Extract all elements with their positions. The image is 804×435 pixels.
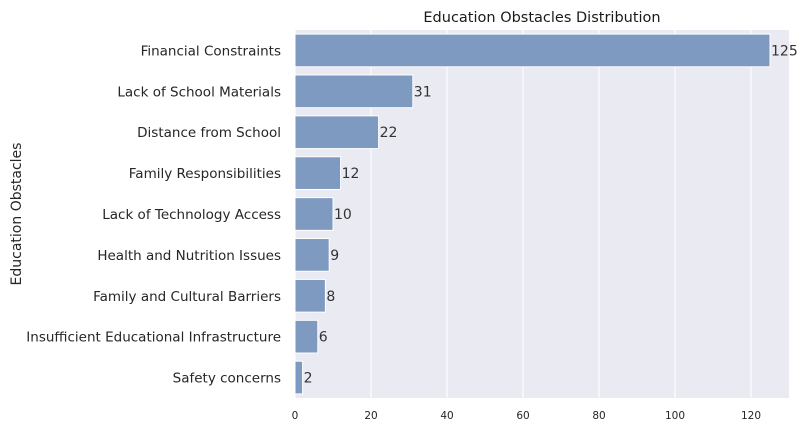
bar xyxy=(294,278,326,313)
bar xyxy=(294,360,304,395)
category-labels: Financial Constraints Lack of School Mate… xyxy=(26,43,281,386)
y-axis-label: Education Obstacles xyxy=(9,143,25,286)
bar xyxy=(294,156,342,190)
data-label: 22 xyxy=(380,125,398,141)
category-label: Distance from School xyxy=(137,125,281,141)
data-labels: 125 31 22 12 10 9 8 6 2 xyxy=(304,43,798,386)
bar xyxy=(294,115,380,150)
category-label: Family Responsibilities xyxy=(129,166,281,182)
x-tick-label: 120 xyxy=(741,410,761,422)
category-label: Lack of Technology Access xyxy=(102,207,281,223)
x-tick-label: 20 xyxy=(364,410,377,422)
data-label: 125 xyxy=(771,43,798,59)
category-label: Health and Nutrition Issues xyxy=(97,248,281,264)
data-label: 10 xyxy=(334,207,352,223)
bars xyxy=(294,33,771,395)
category-label: Family and Cultural Barriers xyxy=(93,289,281,305)
bar xyxy=(294,74,414,109)
data-label: 8 xyxy=(326,289,335,305)
data-label: 12 xyxy=(342,166,360,182)
data-label: 9 xyxy=(330,248,339,264)
x-tick-label: 40 xyxy=(440,410,453,422)
bar xyxy=(294,197,334,231)
chart-title: Education Obstacles Distribution xyxy=(423,10,660,26)
category-label: Financial Constraints xyxy=(141,43,281,59)
bar xyxy=(294,238,330,272)
x-ticks: 0 20 40 60 80 100 120 xyxy=(292,410,761,422)
x-tick-label: 80 xyxy=(592,410,605,422)
x-tick-label: 100 xyxy=(665,410,685,422)
data-label: 31 xyxy=(414,84,432,100)
bar xyxy=(294,319,319,354)
data-label: 6 xyxy=(319,330,328,346)
x-tick-label: 0 xyxy=(292,410,299,422)
category-label: Lack of School Materials xyxy=(117,84,281,100)
data-label: 2 xyxy=(304,371,313,387)
category-label: Insufficient Educational Infrastructure xyxy=(26,330,281,346)
x-tick-label: 60 xyxy=(516,410,529,422)
bar xyxy=(294,33,771,68)
category-label: Safety concerns xyxy=(173,371,281,387)
